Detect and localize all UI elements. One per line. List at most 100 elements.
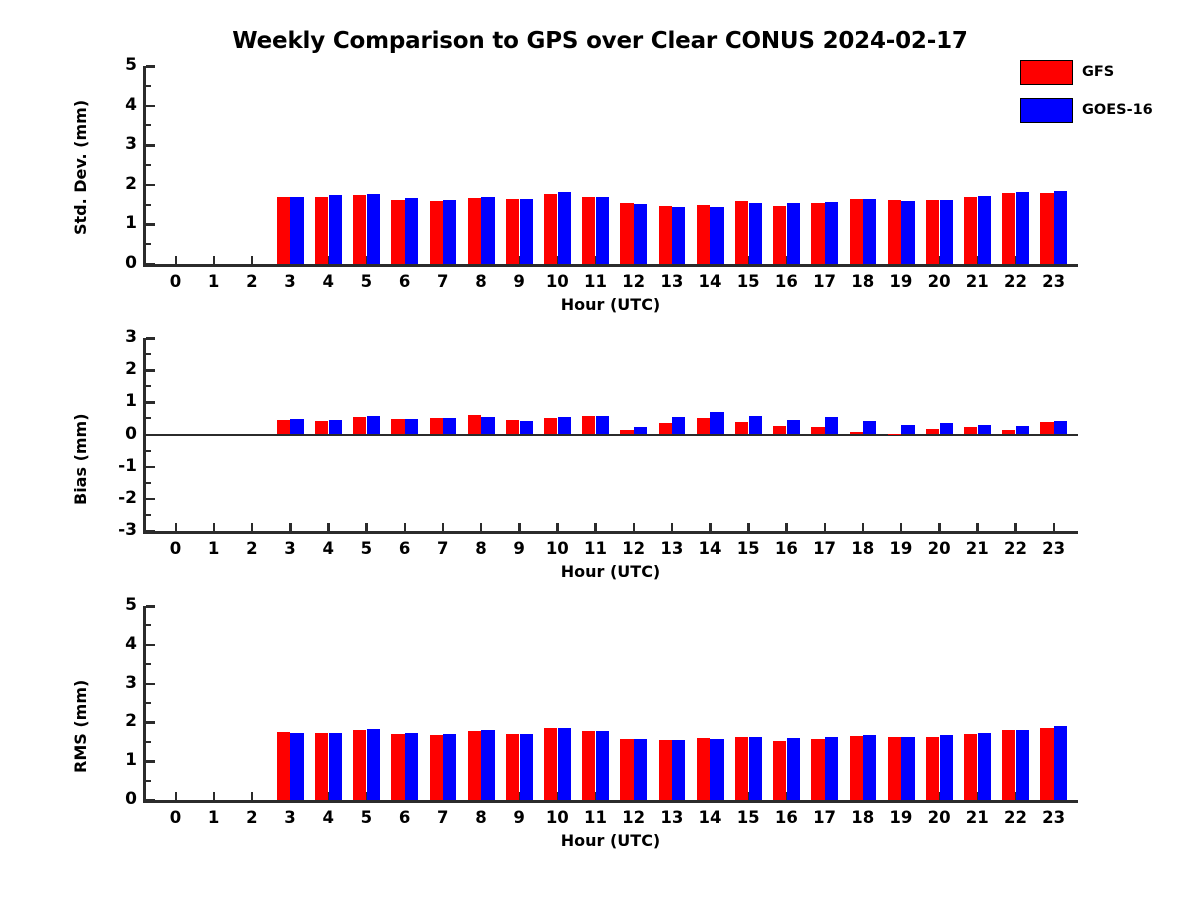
x-tick [289,792,292,800]
x-tick-label: 16 [774,539,798,558]
x-tick [556,523,559,531]
x-tick [479,523,483,531]
y-tick [145,183,155,187]
x-tick-label: 16 [774,272,798,291]
bar-gfs [811,203,825,264]
bar-gfs [887,737,901,800]
bar-gfs [467,415,481,435]
x-tick-label: 16 [774,808,798,827]
x-tick-label: 2 [246,808,258,827]
x-tick [709,256,712,264]
x-tick-label: 22 [1003,272,1027,291]
y-tick [145,144,155,147]
bar-gfs [1002,192,1016,264]
bar-goes16 [404,198,419,264]
x-tick-label: 17 [813,539,837,558]
y-minor-tick [145,740,151,743]
x-tick-label: 0 [169,539,182,558]
bar-gfs [582,415,596,435]
y-minor-tick [145,164,151,166]
x-tick [174,256,177,264]
x-tick [747,256,750,264]
bar-goes16 [557,192,571,264]
bar-gfs [353,195,367,264]
x-tick [976,523,979,531]
bar-goes16 [519,199,533,264]
bar-goes16 [443,734,457,800]
x-tick-label: 10 [545,539,569,558]
bar-gfs [1002,429,1016,435]
x-tick [479,256,483,264]
bar-goes16 [481,197,495,264]
x-tick [670,256,674,264]
y-axis-spine [143,66,146,266]
bar-gfs [276,732,291,800]
x-tick [250,256,254,264]
y-tick [145,65,155,68]
bar-gfs [429,735,443,800]
x-tick-label: 19 [889,272,913,291]
x-tick [365,256,368,264]
y-tick [145,530,155,533]
y-minor-tick [145,385,151,388]
x-tick-label: 10 [545,808,569,827]
x-tick [1014,792,1017,800]
x-tick-label: 14 [698,272,722,291]
x-tick [1052,792,1056,800]
y-tick-label: 4 [125,633,137,654]
bar-goes16 [977,733,991,800]
bar-gfs [696,204,710,264]
x-tick-label: 1 [207,808,220,827]
bar-goes16 [786,202,800,264]
bar-gfs [467,731,481,800]
x-axis-spine [143,800,1078,803]
bar-goes16 [595,731,610,800]
bar-gfs [429,418,443,435]
bar-gfs [849,735,863,800]
x-tick-label: 18 [851,539,875,558]
x-tick-label: 15 [736,539,760,558]
x-tick-label: 5 [360,272,373,291]
bar-gfs [849,431,863,435]
bar-goes16 [366,194,380,264]
x-tick-label: 11 [583,272,607,291]
x-tick [403,792,407,800]
x-tick [1052,256,1056,264]
y-tick-label: 0 [125,253,137,273]
y-tick-label: 2 [125,359,137,380]
x-tick [861,256,865,264]
bar-gfs [505,420,520,435]
x-tick [976,256,979,264]
x-tick-label: 0 [169,272,182,291]
x-tick-label: 2 [246,272,258,291]
bar-gfs [582,197,596,264]
bar-gfs [735,201,749,264]
x-tick [441,256,445,264]
x-tick [785,523,788,531]
x-tick [403,523,407,531]
y-tick [145,223,155,226]
bar-gfs [353,730,367,800]
x-tick-label: 19 [889,808,913,827]
bar-gfs [849,199,863,264]
y-tick [145,104,155,108]
bar-gfs [964,733,978,800]
bar-gfs [887,433,901,435]
x-tick [899,792,903,800]
y-tick-label: 3 [125,327,137,347]
x-tick-label: 9 [513,539,525,558]
y-tick-label: 5 [125,55,137,75]
x-tick-label: 13 [660,539,684,558]
x-tick [670,792,674,800]
x-tick-label: 11 [583,539,607,558]
y-tick [145,605,155,608]
y-tick-label: 5 [125,595,137,615]
bar-goes16 [672,740,686,800]
x-tick [250,792,254,800]
x-tick-label: 18 [851,808,875,827]
x-tick [212,523,216,531]
y-tick-label: -2 [118,487,137,508]
x-tick [365,792,368,800]
bar-goes16 [1054,420,1068,435]
